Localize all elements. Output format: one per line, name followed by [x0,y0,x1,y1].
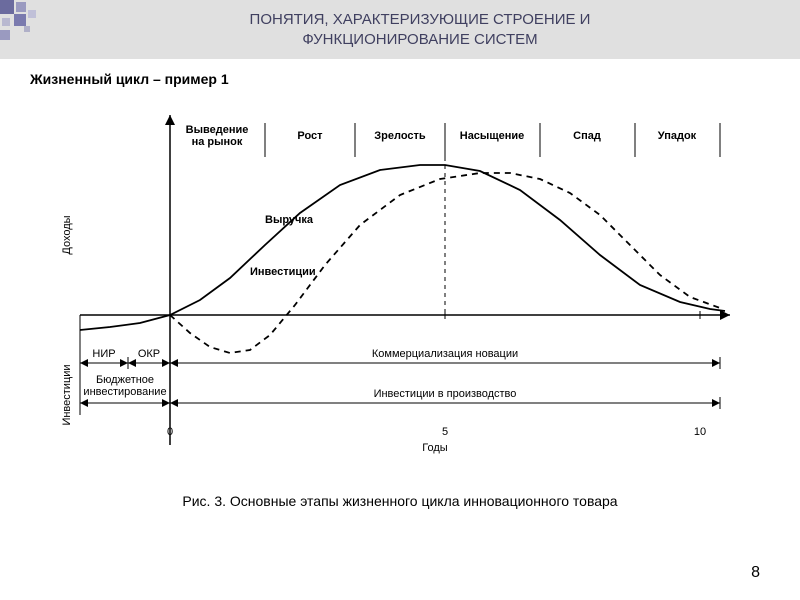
svg-text:Доходы: Доходы [61,215,73,254]
slide-title: ПОНЯТИЯ, ХАРАКТЕРИЗУЮЩИЕ СТРОЕНИЕ И ФУНК… [0,0,800,59]
svg-text:Насыщение: Насыщение [460,130,525,142]
svg-text:инвестирование: инвестирование [83,386,166,398]
svg-text:Инвестиции: Инвестиции [61,364,73,425]
page-number: 8 [751,564,760,582]
svg-text:НИР: НИР [92,348,115,360]
title-line1: ПОНЯТИЯ, ХАРАКТЕРИЗУЮЩИЕ СТРОЕНИЕ И [250,11,591,28]
svg-text:Коммерциализация новации: Коммерциализация новации [372,348,518,360]
svg-text:Инвестиции: Инвестиции [250,266,316,278]
svg-text:5: 5 [442,426,448,438]
svg-text:10: 10 [694,426,706,438]
svg-text:на рынок: на рынок [192,136,243,148]
svg-text:0: 0 [167,426,173,438]
corner-decoration [0,0,60,60]
figure-caption: Рис. 3. Основные этапы жизненного цикла … [0,493,800,509]
svg-text:Рост: Рост [297,130,323,142]
svg-text:Спад: Спад [573,130,601,142]
svg-text:ОКР: ОКР [138,348,160,360]
subtitle: Жизненный цикл – пример 1 [30,71,800,87]
svg-text:Бюджетное: Бюджетное [96,374,154,386]
svg-text:Годы: Годы [422,442,448,454]
title-line2: ФУНКЦИОНИРОВАНИЕ СИСТЕМ [302,31,537,48]
svg-text:Зрелость: Зрелость [374,130,426,142]
svg-text:Инвестиции в производство: Инвестиции в производство [374,388,517,400]
svg-text:Упадок: Упадок [658,130,697,142]
svg-text:Выручка: Выручка [265,214,314,226]
svg-text:Выведение: Выведение [186,124,249,136]
lifecycle-chart: Доходы Инвестиции Выведениена рынок Рост Зре… [40,95,760,475]
